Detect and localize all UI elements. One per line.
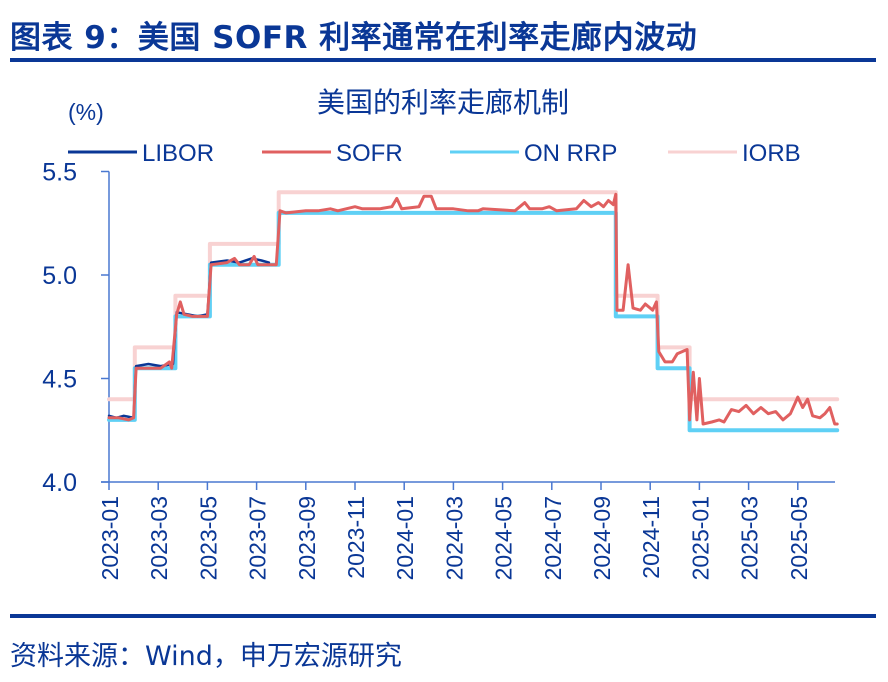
x-tick-label: 2023-01 <box>97 496 123 580</box>
legend-item-on-rrp: ON RRP <box>450 140 617 167</box>
legend-item-iorb: IORB <box>668 140 801 167</box>
plot-series <box>107 190 840 433</box>
svg-text:LIBOR: LIBOR <box>142 140 214 167</box>
x-tick-label: 2023-11 <box>343 496 369 579</box>
svg-text:ON RRP: ON RRP <box>524 140 617 167</box>
x-tick-label: 2023-09 <box>294 496 320 580</box>
x-tick-label: 2024-09 <box>589 496 615 580</box>
legend-item-sofr: SOFR <box>262 140 403 167</box>
line-chart: (%) 美国的利率走廊机制 LIBOR SOFR ON RRP IORB 5.5… <box>42 87 840 580</box>
y-tick-label: 4.5 <box>42 366 77 394</box>
y-tick-label: 4.0 <box>42 469 77 497</box>
x-tick-label: 2025-03 <box>737 496 763 580</box>
y-axis: 5.5 5.0 4.5 4.0 <box>42 159 110 497</box>
x-tick-label: 2024-03 <box>441 496 467 580</box>
svg-text:IORB: IORB <box>742 140 801 167</box>
x-tick-label: 2024-01 <box>392 496 418 580</box>
source-note: 资料来源：Wind，申万宏源研究 <box>10 641 402 672</box>
chart-title: 美国的利率走廊机制 <box>317 87 569 118</box>
legend: LIBOR SOFR ON RRP IORB <box>68 140 801 167</box>
x-tick-label: 2024-07 <box>540 496 566 580</box>
x-tick-label: 2025-01 <box>687 496 713 580</box>
source-divider <box>10 614 876 618</box>
figure-title: 图表 9：美国 SOFR 利率通常在利率走廊内波动 <box>10 20 698 56</box>
series-iorb-line <box>107 190 840 402</box>
series-sofr-line <box>107 192 839 426</box>
x-tick-label: 2024-11 <box>638 496 664 579</box>
x-tick-label: 2023-05 <box>195 496 221 580</box>
x-tick-label: 2025-05 <box>786 496 812 580</box>
y-axis-unit-label: (%) <box>68 99 104 125</box>
svg-text:SOFR: SOFR <box>336 140 403 167</box>
legend-item-libor: LIBOR <box>68 140 214 167</box>
x-tick-label: 2024-05 <box>491 496 517 580</box>
y-tick-label: 5.0 <box>42 262 77 290</box>
y-tick-label: 5.5 <box>42 159 77 187</box>
x-tick-label: 2023-07 <box>245 496 271 580</box>
title-divider <box>10 58 876 62</box>
x-tick-label: 2023-03 <box>146 496 172 580</box>
x-axis: 2023-01 2023-03 2023-05 2023-07 2023-09 2023-… <box>97 481 835 580</box>
